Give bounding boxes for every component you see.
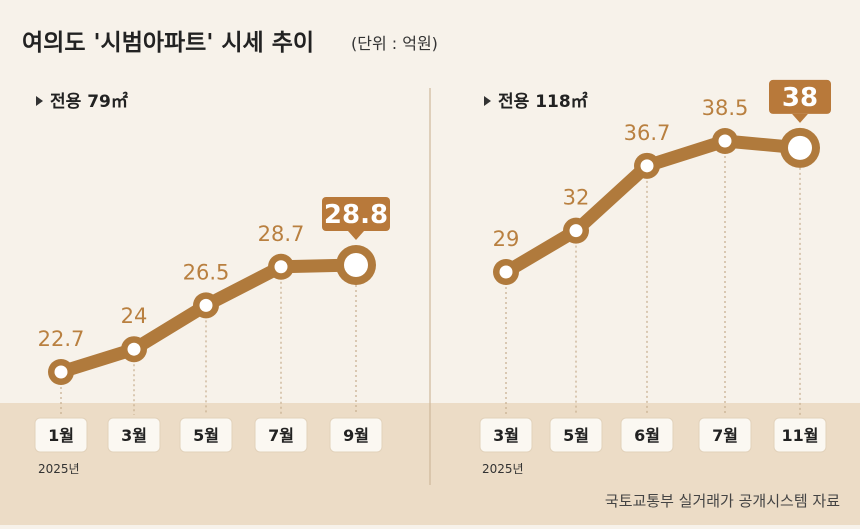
tick-box — [549, 417, 603, 453]
highlight-pointer — [348, 231, 364, 240]
data-label: 24 — [121, 304, 148, 328]
tick-box — [329, 417, 383, 453]
chart-title: 여의도 '시범아파트' 시세 추이 — [22, 30, 314, 56]
data-point — [199, 298, 213, 312]
tick-box — [107, 417, 161, 453]
year-label-right: 2025년 — [482, 462, 524, 476]
tick-label: 3월 — [121, 426, 147, 445]
tick-label: 9월 — [343, 426, 369, 445]
data-point — [344, 253, 368, 277]
data-label: 32 — [563, 186, 590, 210]
data-point — [718, 134, 732, 148]
tick-box — [179, 417, 233, 453]
tick-box — [698, 417, 752, 453]
tick-box — [620, 417, 674, 453]
data-label: 28.8 — [324, 200, 388, 230]
tick-label: 7월 — [712, 426, 738, 445]
data-point — [274, 260, 288, 274]
tick-box — [479, 417, 533, 453]
panel-118: 29 32 36.7 38.5 38 3월 5월 6월 7월 11월 — [479, 79, 831, 453]
data-point — [788, 135, 812, 160]
data-label: 22.7 — [38, 327, 85, 351]
highlight-box — [322, 197, 390, 231]
data-label: 29 — [493, 227, 520, 251]
subtitle-right: 전용 118㎡ — [498, 91, 588, 112]
tick-label: 5월 — [563, 426, 589, 445]
source-note: 국토교통부 실거래가 공개시스템 자료 — [605, 492, 840, 510]
data-label: 36.7 — [624, 121, 671, 145]
data-label: 28.7 — [258, 222, 305, 246]
subtitle-marker-right — [484, 96, 491, 106]
data-point — [127, 342, 141, 356]
data-point — [569, 224, 583, 238]
data-point — [54, 365, 68, 379]
data-label: 26.5 — [183, 260, 230, 284]
highlight-pointer — [792, 113, 808, 123]
tick-label: 11월 — [782, 426, 819, 445]
data-point — [499, 265, 513, 279]
data-point — [640, 159, 654, 173]
tick-box — [773, 417, 827, 453]
data-label: 38 — [782, 83, 818, 113]
tick-box — [254, 417, 308, 453]
subtitle-marker-left — [36, 96, 43, 106]
tick-label: 1월 — [48, 426, 74, 445]
year-label-left: 2025년 — [38, 462, 80, 476]
data-label: 38.5 — [702, 96, 749, 120]
panel-79: 22.7 24 26.5 28.7 28.8 1월 3월 5월 7월 9월 — [34, 197, 390, 453]
subtitle-left: 전용 79㎡ — [50, 91, 128, 112]
tick-label: 3월 — [493, 426, 519, 445]
unit-label: (단위 : 억원) — [351, 34, 438, 53]
tick-label: 6월 — [634, 426, 660, 445]
tick-box — [34, 417, 88, 453]
tick-label: 7월 — [268, 426, 294, 445]
highlight-box — [769, 79, 831, 114]
tick-label: 5월 — [193, 426, 219, 445]
